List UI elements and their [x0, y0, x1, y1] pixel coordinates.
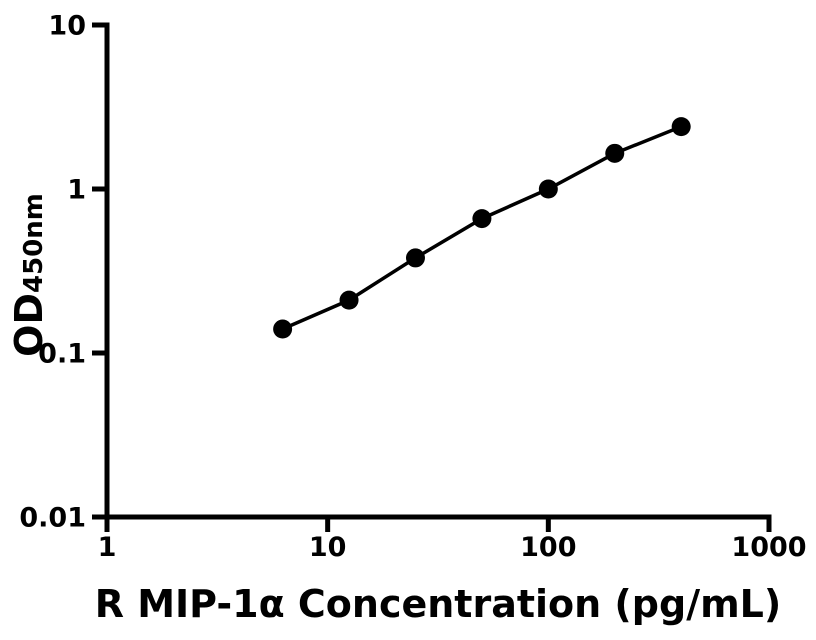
data-point-marker: [605, 143, 625, 163]
data-point-marker: [273, 319, 293, 339]
data-point-marker: [671, 117, 691, 137]
axis-ticks: [92, 22, 772, 532]
axes: [104, 25, 769, 520]
y-tick-label: 10: [48, 11, 86, 42]
y-axis-title-subscript: 450nm: [19, 193, 49, 293]
axis-spines: [104, 25, 769, 520]
y-tick-label: 0.1: [38, 339, 86, 370]
x-tick-label: 1: [98, 532, 117, 563]
data-point-marker: [405, 248, 425, 268]
x-tick-label: 1000: [731, 532, 806, 563]
data-point-marker: [339, 290, 359, 310]
x-tick-label: 10: [309, 532, 347, 563]
data-series: [273, 117, 691, 339]
data-point-marker: [472, 209, 492, 229]
y-axis-title-main: OD: [7, 293, 51, 357]
y-tick-label: 0.01: [19, 503, 86, 534]
tick-labels: 0.01 0.1 1 10 1 10 100 1000: [19, 11, 806, 564]
y-tick-label: 1: [67, 175, 86, 206]
data-point-marker: [538, 179, 558, 199]
x-axis-title: R MIP-1α Concentration (pg/mL): [95, 582, 782, 626]
y-axis-title: OD450nm: [7, 193, 51, 357]
x-tick-label: 100: [520, 532, 576, 563]
